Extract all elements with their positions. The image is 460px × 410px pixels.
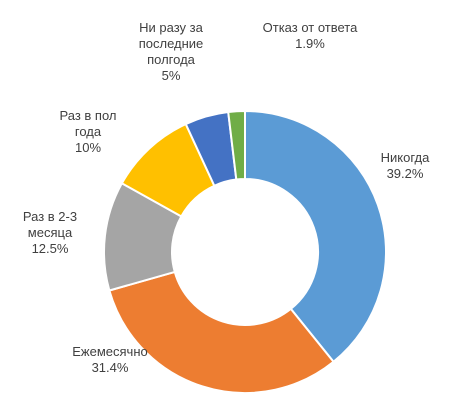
slice-value-label: 1.9%	[295, 36, 325, 51]
donut-slice	[244, 109, 387, 364]
slice-value-label: 10%	[75, 140, 101, 155]
slice-category-label: последние	[139, 36, 204, 51]
slice-label: Ни разу за последние полгода 5%	[139, 20, 204, 83]
slice-category-label: Ни разу за	[139, 20, 203, 35]
slice-label: Отказ от ответа 1.9%	[263, 20, 358, 51]
slice-value-label: 5%	[162, 68, 181, 83]
slice-category-label: Отказ от ответа	[263, 20, 358, 35]
slice-category-label: полгода	[147, 52, 196, 67]
slice-label: Никогда 39.2%	[381, 150, 430, 181]
slice-category-label: Раз в пол	[60, 108, 117, 123]
slice-category-label: Ежемесячно	[72, 344, 148, 359]
slices-layer	[103, 109, 387, 394]
donut-slice	[227, 109, 246, 181]
slice-category-label: года	[75, 124, 102, 139]
slice-category-label: месяца	[28, 225, 73, 240]
slice-value-label: 39.2%	[387, 166, 424, 181]
slice-label: Раз в пол года 10%	[60, 108, 117, 155]
slice-category-label: Никогда	[381, 150, 430, 165]
labels-layer: Никогда 39.2% Ежемесячно 31.4% Раз в 2-3 меся…	[23, 20, 430, 375]
slice-label: Ежемесячно 31.4%	[72, 344, 148, 375]
slice-category-label: Раз в 2-3	[23, 209, 77, 224]
slice-value-label: 12.5%	[32, 241, 69, 256]
slice-label: Раз в 2-3 месяца 12.5%	[23, 209, 77, 256]
slice-value-label: 31.4%	[92, 360, 129, 375]
donut-slice	[108, 270, 335, 394]
